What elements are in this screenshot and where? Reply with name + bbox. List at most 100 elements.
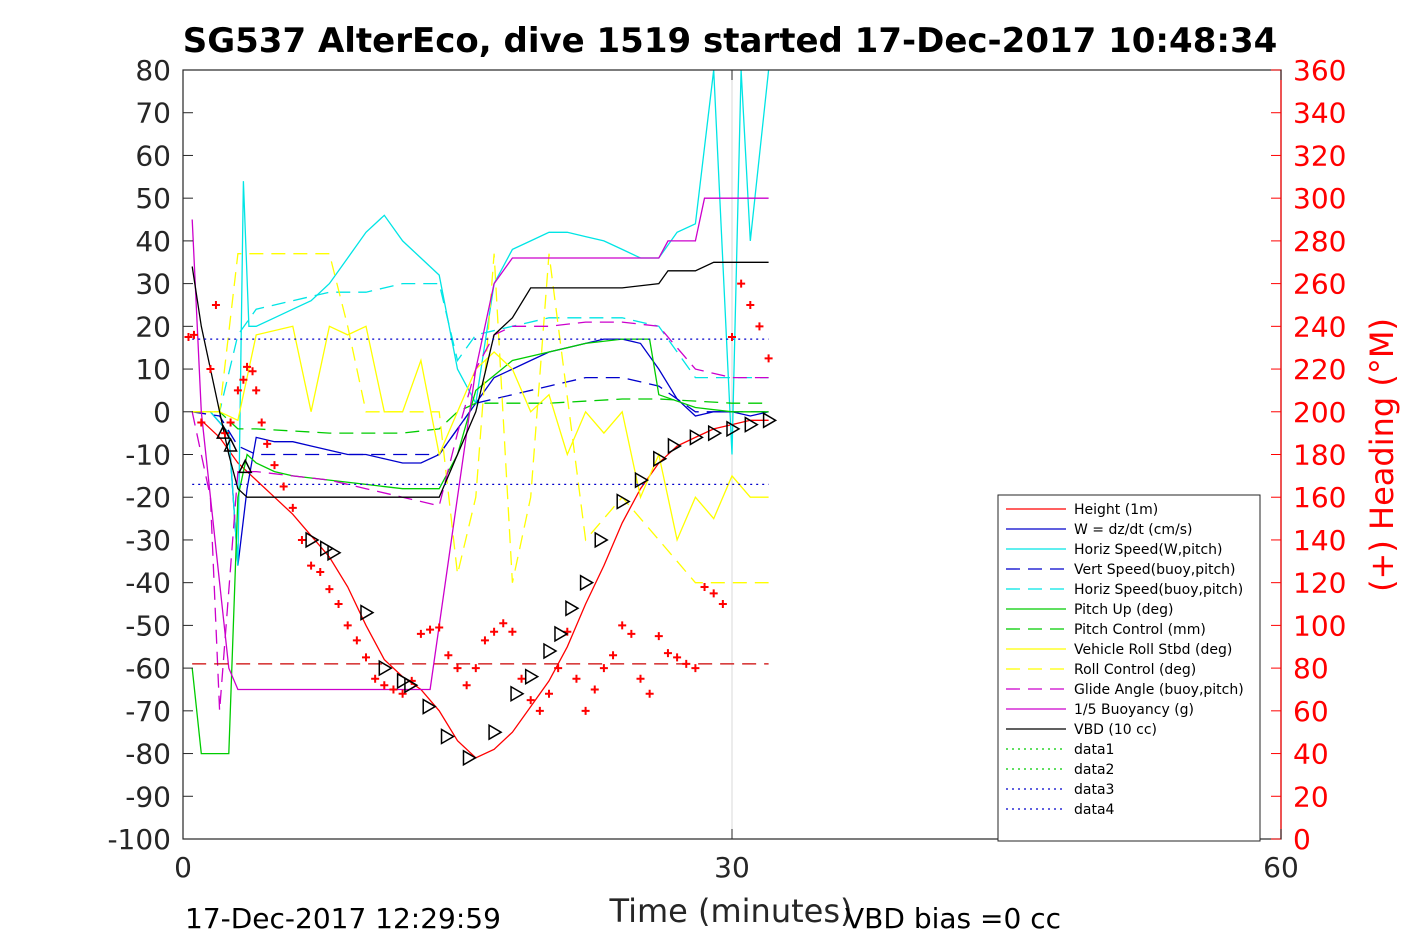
heading-point (535, 706, 544, 715)
heading-point (398, 689, 407, 698)
heading-point (673, 653, 682, 662)
heading-point (755, 322, 764, 331)
left-y-tick-label: 40 (135, 225, 171, 258)
heading-point (663, 649, 672, 658)
left-y-tick-label: 50 (135, 182, 171, 215)
legend-label-vert_buoy: Vert Speed(buoy,pitch) (1074, 562, 1236, 578)
triangle-marker (360, 604, 375, 621)
series-line-vbd (191, 261, 769, 498)
heading-point (233, 386, 242, 395)
legend-label-horiz_buoy: Horiz Speed(buoy,pitch) (1074, 582, 1243, 598)
heading-point (682, 659, 691, 668)
heading-point (700, 582, 709, 591)
x-tick-label: 60 (1263, 851, 1299, 884)
heading-point (263, 439, 272, 448)
triangle-marker (404, 676, 419, 694)
triangle-marker (653, 450, 668, 468)
left-y-tick-label: -50 (125, 609, 171, 642)
right-y-axis-label: (+) Heading (°M) (1363, 318, 1401, 592)
heading-point (599, 664, 608, 673)
left-y-tick-label: 0 (153, 396, 171, 429)
heading-point (343, 621, 352, 630)
heading-point (728, 333, 736, 342)
right-y-tick-label: 360 (1293, 54, 1346, 87)
heading-point (444, 651, 453, 660)
heading-point (307, 561, 316, 570)
triangle-marker (762, 412, 778, 429)
x-tick-label: 0 (174, 851, 192, 884)
heading-point (517, 674, 526, 683)
legend-label-roll_ctrl: Roll Control (deg) (1074, 662, 1196, 678)
right-y-tick-label: 20 (1293, 780, 1329, 813)
heading-point (490, 627, 499, 636)
triangle-marker (440, 728, 456, 745)
heading-point (453, 664, 462, 673)
heading-point (362, 653, 370, 662)
heading-point (297, 535, 306, 544)
right-y-tick-label: 180 (1293, 439, 1346, 472)
triangle-marker (319, 540, 335, 557)
right-y-tick-label: 60 (1293, 695, 1329, 728)
left-y-tick-label: 60 (135, 139, 171, 172)
triangle-marker (543, 642, 558, 660)
legend-label-buoy: 1/5 Buoyancy (g) (1074, 702, 1194, 718)
heading-point (746, 300, 755, 309)
footer-timestamp: 17-Dec-2017 12:29:59 (185, 902, 501, 935)
heading-point (197, 418, 206, 427)
triangle-marker (378, 659, 393, 677)
heading-point (206, 365, 215, 374)
heading-point (654, 632, 663, 641)
footer-vbd-bias: VBD bias =0 cc (845, 902, 1061, 935)
heading-point (636, 674, 645, 683)
left-y-tick-label: -40 (125, 567, 171, 600)
heading-point (480, 636, 489, 645)
heading-point (380, 681, 389, 690)
left-y-tick-label: -30 (125, 524, 171, 557)
heading-point (508, 627, 517, 636)
triangle-marker (689, 429, 704, 446)
triangle-marker (554, 625, 569, 643)
legend-label-data1: data1 (1074, 742, 1114, 758)
series-line-horiz (192, 69, 770, 566)
right-y-tick-label: 320 (1293, 139, 1346, 172)
left-y-tick-label: 80 (135, 54, 171, 87)
heading-point (211, 300, 220, 309)
right-y-tick-label: 300 (1293, 182, 1346, 215)
heading-point (184, 333, 193, 342)
heading-point (252, 386, 261, 395)
heading-point (764, 354, 773, 363)
right-y-tick-label: 140 (1293, 524, 1346, 557)
legend-label-pitch_ctrl: Pitch Control (mm) (1074, 622, 1206, 638)
left-y-tick-label: -20 (125, 481, 171, 514)
triangle-marker (488, 723, 503, 741)
heading-point (389, 685, 398, 694)
triangle-marker (462, 749, 477, 767)
triangle-marker (565, 599, 580, 617)
legend-label-pitch: Pitch Up (deg) (1074, 602, 1173, 618)
right-y-tick-label: 120 (1293, 567, 1346, 600)
heading-point (243, 362, 252, 371)
heading-point (248, 367, 257, 376)
triangle-marker (510, 685, 525, 703)
series-line-vert_buoy (192, 376, 769, 456)
heading-point (435, 623, 444, 632)
heading-point (709, 589, 718, 598)
heading-point (618, 621, 627, 630)
legend-label-data2: data2 (1074, 762, 1114, 778)
series-line-roll (192, 325, 769, 543)
triangle-marker (594, 531, 609, 549)
chart-title: SG537 AlterEco, dive 1519 started 17-Dec… (183, 21, 1278, 61)
heading-point (737, 279, 746, 288)
legend-label-vbd: VBD (10 cc) (1074, 722, 1157, 738)
series-line-pitch_ctrl (192, 398, 769, 434)
legend-label-roll: Vehicle Roll Stbd (deg) (1074, 642, 1232, 658)
triangle-marker (726, 420, 741, 438)
heading-point (288, 503, 297, 512)
heading-point (718, 600, 727, 609)
left-y-tick-label: 20 (135, 310, 171, 343)
legend-label-horiz: Horiz Speed(W,pitch) (1074, 542, 1222, 558)
right-y-tick-label: 240 (1293, 310, 1346, 343)
triangle-marker (223, 437, 238, 452)
heading-point (239, 375, 248, 384)
